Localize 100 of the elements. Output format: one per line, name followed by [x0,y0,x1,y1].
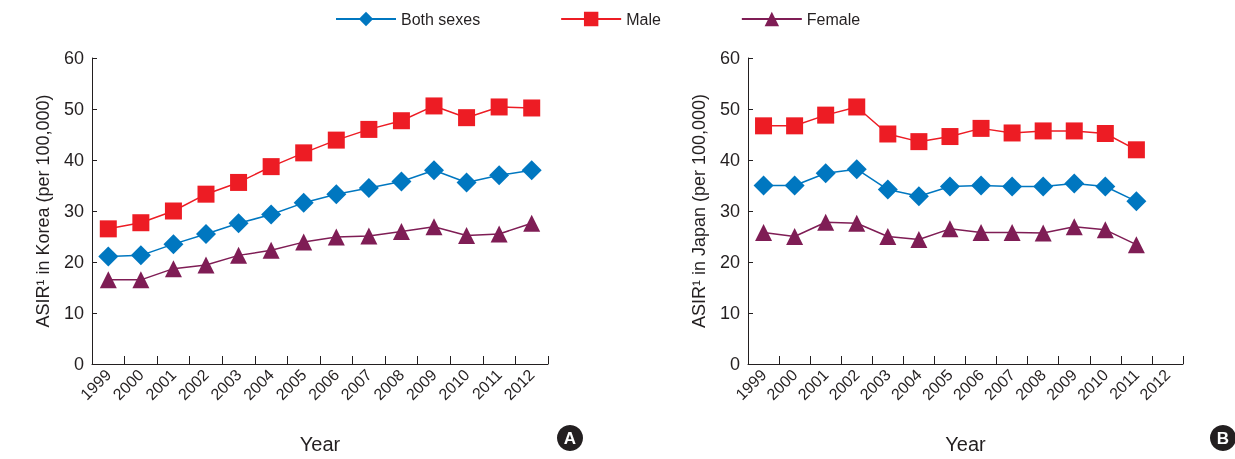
y-tick-label: 20 [63,252,84,272]
legend-label: Both sexes [401,10,481,28]
point [360,227,378,245]
x-axis-title: Year [299,433,341,455]
point [1034,224,1052,242]
point [392,222,410,240]
point [98,246,119,267]
point [293,192,314,213]
y-tick-label: 50 [63,99,84,119]
point [1065,218,1083,236]
legend-label: Female [806,10,861,28]
point [164,260,182,278]
point [1095,176,1116,197]
point [163,234,184,255]
point [815,163,836,184]
point [941,220,959,238]
point [755,117,773,135]
point [425,97,443,115]
x-axis-title: Year [945,433,987,455]
point [1065,122,1083,140]
point [392,112,410,130]
point [848,214,866,232]
point [817,213,835,231]
point [132,271,150,289]
point [262,158,280,176]
y-tick-label: 40 [719,150,740,170]
point [295,233,313,251]
point [879,228,897,245]
point [424,160,444,181]
point [327,228,345,246]
point [295,144,313,162]
point [817,106,835,124]
point [130,245,151,266]
point [458,109,476,127]
y-axis-title: ASIR¹ in Korea (per 100,000) [33,94,53,328]
point [1064,173,1085,194]
point [908,186,929,207]
point [327,131,345,149]
point [846,159,867,180]
point [458,226,476,244]
y-tick-label: 50 [719,99,740,119]
point [1096,124,1114,142]
point [1034,122,1052,140]
text: B [1216,428,1230,448]
point [755,223,773,241]
point [197,256,215,274]
y-tick-label: 10 [719,303,740,323]
point [848,98,866,116]
y-tick-label: 0 [729,354,740,374]
y-axis-title: ASIR¹ in Japan (per 100,000) [689,93,709,329]
point [197,185,215,203]
y-tick-label: 20 [719,252,740,272]
point [391,171,412,192]
point [228,213,249,234]
point [1127,236,1145,254]
point [1003,223,1021,241]
point [489,165,510,186]
y-tick-label: 30 [63,201,84,221]
point [99,271,117,289]
point [230,173,248,191]
point [360,120,378,138]
point [972,223,990,241]
point [786,117,804,135]
point [523,99,541,117]
point [196,223,216,244]
point [132,214,150,232]
y-tick-label: 60 [719,48,740,68]
point [230,246,248,264]
point [910,231,928,249]
point [99,220,117,238]
point [1002,176,1023,197]
point [753,175,774,196]
point [939,176,960,197]
point [490,225,508,243]
y-tick-label: 0 [73,354,84,374]
point [1003,124,1021,142]
point [261,204,282,225]
point [164,202,182,220]
y-tick-label: 40 [63,150,84,170]
point [941,128,959,146]
point [425,218,443,236]
point [972,119,990,137]
point [1096,221,1114,239]
point [879,125,897,143]
point [456,172,477,193]
point [971,175,992,196]
y-tick-label: 60 [63,48,84,68]
point [358,178,379,199]
point [262,241,280,259]
text: A [563,428,577,448]
point [1033,176,1054,197]
point [784,175,805,196]
point [1127,141,1145,159]
point [786,228,804,245]
point [523,214,541,232]
y-tick-label: 30 [719,201,740,221]
point [1126,191,1147,212]
point [910,133,928,151]
point [521,160,542,181]
point [490,98,508,116]
